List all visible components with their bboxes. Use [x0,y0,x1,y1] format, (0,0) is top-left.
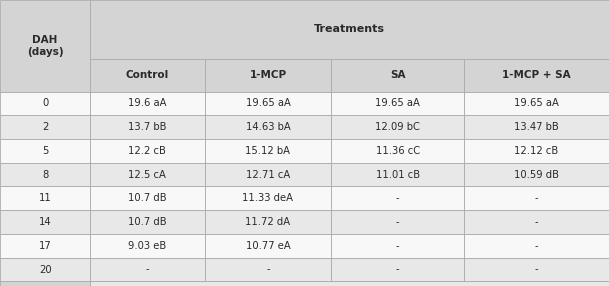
Text: 14: 14 [39,217,51,227]
Text: -: - [396,217,400,227]
Bar [0,163,90,186]
Text: DAH
(days): DAH (days) [27,35,63,57]
Text: -: - [266,265,270,275]
Bar [205,163,331,186]
Bar [0,186,90,210]
Bar [331,92,464,115]
Text: 11.33 deA: 11.33 deA [242,193,294,203]
Text: 0: 0 [42,98,48,108]
Bar [0,258,90,281]
Bar [90,234,205,258]
Bar [331,258,464,281]
Bar [464,234,609,258]
Text: 19.65 aA: 19.65 aA [245,98,290,108]
Text: -: - [535,241,538,251]
Bar [331,139,464,163]
Bar [331,210,464,234]
Text: -: - [396,241,400,251]
Text: 11: 11 [39,193,51,203]
Text: 1-MCP + SA: 1-MCP + SA [502,70,571,80]
Text: -: - [535,193,538,203]
Bar [90,115,205,139]
Bar [0,115,90,139]
Text: -: - [535,217,538,227]
Bar [205,210,331,234]
Bar [464,115,609,139]
Bar [90,139,205,163]
Bar [205,92,331,115]
Text: 5: 5 [42,146,48,156]
Bar [331,163,464,186]
Bar [0,92,90,115]
Bar [331,186,464,210]
Bar [90,0,609,59]
Bar [464,186,609,210]
Text: 11.72 dA: 11.72 dA [245,217,290,227]
Bar [90,163,205,186]
Text: 13.47 bB: 13.47 bB [514,122,559,132]
Text: 12.5 cA: 12.5 cA [128,170,166,180]
Text: 10.59 dB: 10.59 dB [514,170,559,180]
Text: 1-MCP: 1-MCP [250,70,286,80]
Bar [0,281,90,286]
Bar [90,281,609,286]
Text: -: - [396,193,400,203]
Bar [90,92,205,115]
Text: 12.12 cB: 12.12 cB [515,146,558,156]
Bar [90,59,205,92]
Text: 10.7 dB: 10.7 dB [128,193,167,203]
Bar [331,59,464,92]
Text: 10.7 dB: 10.7 dB [128,217,167,227]
Text: 17: 17 [39,241,51,251]
Bar [464,210,609,234]
Bar [205,59,331,92]
Bar [90,258,205,281]
Bar [464,258,609,281]
Text: 19.65 aA: 19.65 aA [514,98,559,108]
Text: 8: 8 [42,170,48,180]
Bar [464,92,609,115]
Bar [90,186,205,210]
Bar [0,210,90,234]
Text: 11.01 cB: 11.01 cB [376,170,420,180]
Bar [0,234,90,258]
Text: -: - [146,265,149,275]
Text: 12.71 cA: 12.71 cA [246,170,290,180]
Text: 10.77 eA: 10.77 eA [245,241,290,251]
Bar [205,139,331,163]
Bar [464,59,609,92]
Text: -: - [396,265,400,275]
Bar [464,139,609,163]
Bar [464,163,609,186]
Text: 12.09 bC: 12.09 bC [375,122,420,132]
Text: 19.6 aA: 19.6 aA [128,98,167,108]
Bar [205,234,331,258]
Bar [205,186,331,210]
Bar [331,234,464,258]
Text: 13.7 bB: 13.7 bB [128,122,167,132]
Text: -: - [535,265,538,275]
Bar [205,258,331,281]
Text: 9.03 eB: 9.03 eB [128,241,166,251]
Text: 20: 20 [39,265,51,275]
Bar [0,139,90,163]
Text: SA: SA [390,70,406,80]
Text: 14.63 bA: 14.63 bA [245,122,290,132]
Text: 12.2 cB: 12.2 cB [128,146,166,156]
Text: 15.12 bA: 15.12 bA [245,146,290,156]
Bar [90,210,205,234]
Text: Treatments: Treatments [314,24,385,34]
Text: 2: 2 [42,122,48,132]
Bar [0,0,90,92]
Bar [205,115,331,139]
Text: Control: Control [125,70,169,80]
Bar [331,115,464,139]
Text: 19.65 aA: 19.65 aA [375,98,420,108]
Text: 11.36 cC: 11.36 cC [376,146,420,156]
